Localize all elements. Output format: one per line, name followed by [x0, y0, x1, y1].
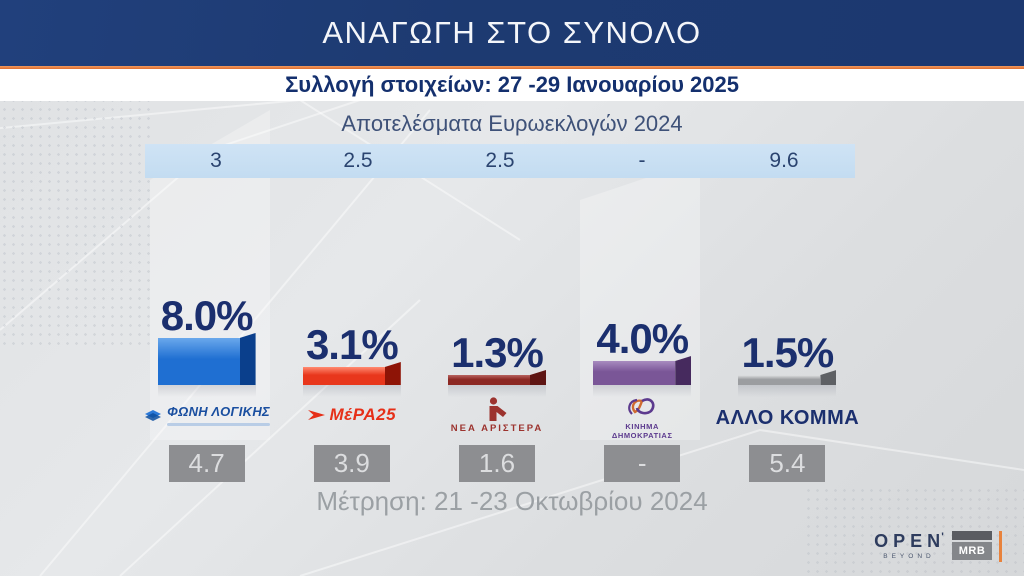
euro-value: -	[638, 149, 646, 172]
bar-column-mera25: 3.1%	[279, 289, 424, 397]
october-values-row: 4.7 3.9 1.6 - 5.4	[134, 445, 860, 482]
october-value-box: 5.4	[749, 445, 826, 482]
foni-logikis-diamond-icon	[145, 409, 162, 421]
party-logos-row: ΦΩΝΗ ΛΟΓΙΚΗΣ ΜέΡΑ25 ΝΕΑ ΑΡΙΣΤΕΡΑ	[134, 397, 860, 441]
october-value-box: 4.7	[168, 445, 245, 482]
subtitle-bar: Συλλογή στοιχείων: 27 -29 Ιανουαρίου 202…	[0, 69, 1024, 101]
open-tv-logo: OPEN' BEYOND	[874, 531, 946, 560]
bar-column-kinima-dimokratias: 4.0%	[570, 289, 715, 397]
bar-column-allo-komma: 1.5%	[715, 289, 860, 397]
bar-column-nea-aristera: 1.3%	[424, 289, 569, 397]
bar-column-foni-logikis: 8.0%	[134, 289, 279, 397]
mrb-logo-stripe	[952, 531, 992, 540]
october-value-box: 1.6	[459, 445, 535, 482]
data-collection-subtitle: Συλλογή στοιχείων: 27 -29 Ιανουαρίου 202…	[285, 72, 739, 97]
party-name-label: ΑΛΛΟ ΚΟΜΜΑ	[715, 407, 860, 429]
euro-value: 2.5	[343, 149, 373, 172]
mera25-arrow-icon	[307, 410, 325, 420]
bar-nea-aristera	[448, 370, 546, 397]
foni-logikis-tagline	[167, 423, 271, 426]
orange-accent-bar	[999, 531, 1002, 562]
orange-divider	[0, 66, 1024, 69]
percent-label: 8.0%	[160, 292, 254, 339]
percent-label: 3.1%	[305, 321, 399, 368]
nea-aristera-figure-icon	[489, 397, 507, 421]
percent-label: 1.5%	[741, 329, 835, 376]
euro-value: 2.5	[485, 149, 515, 172]
open-logo-tick: '	[941, 531, 944, 543]
bar-allo-komma	[738, 370, 837, 397]
bar-foni-logikis	[157, 333, 256, 397]
euro-value: 3	[210, 149, 222, 172]
euro-results-band: 3 2.5 2.5 - 9.6	[145, 144, 855, 178]
percent-label: 1.3%	[451, 329, 544, 376]
bar-chart: 8.0% 3.1% 1.3% 4.0% 1.5%	[134, 289, 860, 397]
header-bar: ΑΝΑΓΩΓΗ ΣΤΟ ΣΥΝΟΛΟ	[0, 0, 1024, 66]
party-name-label: ΦΩΝΗ ΛΟΓΙΚΗΣ	[167, 404, 271, 419]
percent-label: 4.0%	[596, 315, 689, 362]
october-value-box: 3.9	[313, 445, 390, 482]
euro-results-title: Αποτελέσματα Ευρωεκλογών 2024	[341, 111, 683, 136]
party-name-label: ΜέΡΑ25	[329, 405, 397, 424]
party-logo-allo-komma: ΑΛΛΟ ΚΟΜΜΑ	[715, 397, 860, 441]
bar-mera25	[302, 362, 401, 397]
bar-kinima-dimokratias	[593, 356, 692, 397]
page-title: ΑΝΑΓΩΓΗ ΣΤΟ ΣΥΝΟΛΟ	[322, 15, 702, 50]
party-logo-mera25: ΜέΡΑ25	[279, 397, 424, 441]
mrb-logo: MRB	[952, 531, 992, 560]
kinima-dimokratias-flower-icon	[628, 398, 655, 415]
measurement-date-note: Μέτρηση: 21 -23 Οκτωβρίου 2024	[316, 486, 708, 516]
party-name-label: ΝΕΑ ΑΡΙΣΤΕΡΑ	[450, 423, 544, 434]
party-name-label: ΚΙΝΗΜΑ ΔΗΜΟΚΡΑΤΙΑΣ	[611, 422, 673, 441]
euro-value: 9.6	[769, 149, 799, 172]
october-value-box: -	[604, 445, 681, 482]
party-logo-nea-aristera: ΝΕΑ ΑΡΙΣΤΕΡΑ	[424, 397, 569, 441]
party-logo-foni-logikis: ΦΩΝΗ ΛΟΓΙΚΗΣ	[134, 397, 279, 441]
party-logo-kinima-dimokratias: ΚΙΝΗΜΑ ΔΗΜΟΚΡΑΤΙΑΣ	[570, 397, 715, 441]
